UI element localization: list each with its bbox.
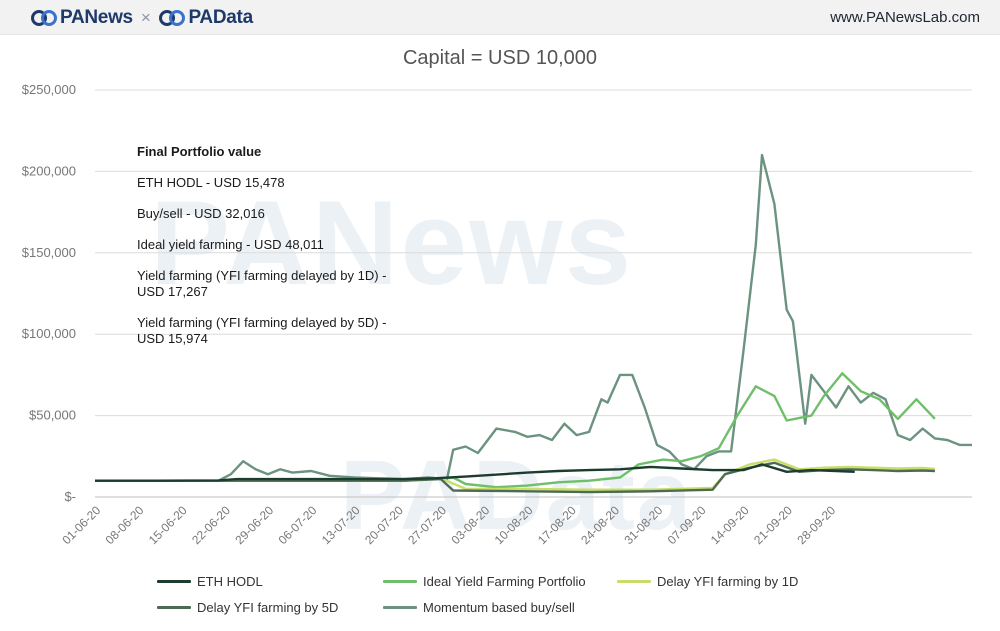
series-line-eth-hodl — [95, 463, 855, 482]
x-tick-label: 24-08-20 — [578, 503, 622, 547]
y-tick-label: $250,000 — [22, 82, 76, 97]
legend-swatch — [617, 580, 651, 583]
panews-logo-icon — [31, 10, 57, 26]
brand-padata: PAData — [188, 7, 253, 28]
annotation-row: Yield farming (YFI farming delayed by 5D… — [137, 315, 387, 346]
x-tick-label: 14-09-20 — [708, 503, 752, 547]
x-tick-label: 17-08-20 — [535, 503, 579, 547]
annotation-row: ETH HODL - USD 15,478 — [137, 175, 285, 190]
x-tick-label: 13-07-20 — [319, 503, 363, 547]
x-tick-label: 03-08-20 — [449, 503, 493, 547]
legend-label: Momentum based buy/sell — [423, 600, 575, 615]
brand: PANews × PAData — [30, 7, 253, 29]
site-url: www.PANewsLab.com — [830, 9, 980, 26]
y-tick-label: $50,000 — [29, 408, 76, 423]
annotation-title: Final Portfolio value — [137, 144, 262, 159]
legend-swatch — [383, 580, 417, 583]
brand-panews: PANews — [60, 7, 133, 28]
x-tick-label: 06-07-20 — [276, 503, 320, 547]
legend-label: Ideal Yield Farming Portfolio — [423, 574, 586, 589]
x-tick-label: 28-09-20 — [794, 503, 838, 547]
x-tick-label: 01-06-20 — [59, 503, 103, 547]
y-tick-label: $- — [64, 489, 76, 504]
annotation-row: Buy/sell - USD 32,016 — [137, 206, 265, 221]
legend-item: Momentum based buy/sell — [383, 600, 575, 615]
annotation-row: Yield farming (YFI farming delayed by 1D… — [137, 268, 387, 299]
series-line-momentum-based-buy-sell — [95, 153, 972, 482]
x-tick-label: 10-08-20 — [492, 503, 536, 547]
legend-swatch — [157, 606, 191, 609]
legend-item: ETH HODL — [157, 574, 263, 589]
x-tick-label: 07-09-20 — [665, 503, 709, 547]
legend-item: Ideal Yield Farming Portfolio — [383, 574, 586, 589]
legend-swatch — [157, 580, 191, 583]
x-tick-label: 20-07-20 — [362, 503, 406, 547]
x-tick-label: 31-08-20 — [621, 503, 665, 547]
top-banner: PANews × PAData www.PANewsLab.com — [0, 0, 1000, 35]
x-tick-label: 22-06-20 — [189, 503, 233, 547]
chart-area: PANews PAData $- $50,000 $100,000 $150,000 $… — [0, 34, 1000, 631]
annotation-row: Ideal yield farming - USD 48,011 — [137, 237, 324, 252]
legend-swatch — [383, 606, 417, 609]
chart-title: Capital = USD 10,000 — [403, 47, 597, 69]
legend-label: Delay YFI farming by 5D — [197, 600, 339, 615]
y-tick-label: $100,000 — [22, 326, 76, 341]
x-tick-label: 21-09-20 — [751, 503, 795, 547]
x-tick-label: 08-06-20 — [103, 503, 147, 547]
y-tick-label: $200,000 — [22, 163, 76, 178]
legend-item: Delay YFI farming by 5D — [157, 600, 338, 615]
brand-separator: × — [140, 8, 151, 27]
line-chart: $- $50,000 $100,000 $150,000 $200,000 $250,00… — [22, 47, 972, 547]
final-portfolio-annotation: Final Portfolio value ETH HODL - USD 15,… — [137, 144, 407, 362]
legend-label: Delay YFI farming by 1D — [657, 574, 799, 589]
x-tick-label: 15-06-20 — [146, 503, 190, 547]
y-tick-label: $150,000 — [22, 245, 76, 260]
padata-logo-icon — [159, 10, 186, 26]
x-tick-label: 27-07-20 — [405, 503, 449, 547]
series-line-delay-yfi-farming-by-5d — [95, 461, 935, 494]
legend-label: ETH HODL — [197, 574, 263, 589]
x-tick-label: 29-06-20 — [232, 503, 276, 547]
legend-item: Delay YFI farming by 1D — [617, 574, 798, 589]
